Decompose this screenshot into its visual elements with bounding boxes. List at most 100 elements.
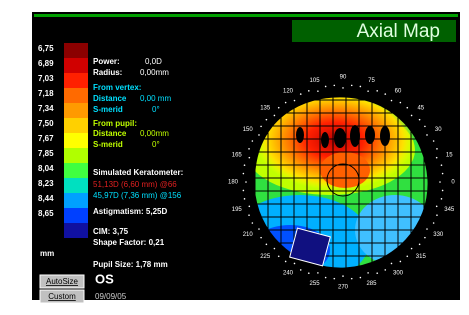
scale-swatch [64,133,88,148]
scale-swatch [64,73,88,88]
dial-dot [441,164,443,166]
dial-dot [308,90,310,92]
dial-dot [436,214,438,216]
angle-label: 165 [232,152,243,158]
dial-dot [248,214,250,216]
button[interactable]: AutoSize [40,275,84,288]
dial-dot [424,237,426,239]
dial-dot [317,272,319,274]
dial-dot [439,181,441,183]
label: From pupil: [93,119,137,128]
title: Axial Map [357,21,440,42]
dial-dot [384,93,386,95]
angle-label: 150 [243,127,254,133]
value: 0° [152,105,160,114]
label: From vertex: [93,83,141,92]
dial-dot [426,228,428,230]
dial-dot [351,85,353,87]
dial-dot [419,244,421,246]
angle-label: 75 [368,78,375,84]
label: Power: [93,57,120,66]
dial-dot [376,90,378,92]
value: 45,97D (7,36 mm) @156 [93,191,182,200]
value: 0,00 mm [140,94,171,103]
value: 0,00mm [140,68,169,77]
button-label[interactable]: AutoSize [46,277,79,286]
dial-dot [400,102,402,104]
angle-label: 105 [310,78,321,84]
scale-swatch [64,223,88,238]
label: Simulated Keratometer: [93,168,183,177]
angle-label: 120 [283,89,294,95]
top-bar [34,14,458,17]
dial-dot [252,222,254,224]
dial-dot [419,119,421,121]
dial-dot [278,107,280,109]
dial-dot [294,100,296,102]
dial-dot [391,263,393,265]
angle-label: 195 [232,207,243,213]
dial-dot [244,198,246,200]
dial-dot [244,164,246,166]
button[interactable]: Custom [40,290,84,303]
angle-label: 15 [446,152,453,158]
angle-label: 255 [310,281,321,287]
dial-dot [436,148,438,150]
value: Pupil Size: 1,78 mm [93,260,168,269]
value: 51,13D (6,60 mm) @66 [93,180,177,189]
dial-dot [258,134,260,136]
scale-swatch [64,103,88,118]
scale-swatch [64,88,88,103]
dial-dot [333,85,335,87]
dial-dot [351,278,353,280]
scale-label: 8,23 [38,179,54,188]
angle-label: 210 [243,232,254,238]
angle-label: 285 [366,281,377,287]
date: 09/09/05 [95,292,127,301]
dial-dot [426,134,428,136]
angle-label: 45 [417,105,424,111]
angle-label: 315 [416,254,427,260]
angle-label: 225 [260,254,271,260]
dial-dot [360,86,362,88]
dial-dot [285,102,287,104]
angle-label: 345 [444,207,455,213]
dial-dot [360,277,362,279]
scale-label: 7,50 [38,119,54,128]
dial-dot [367,90,369,92]
dial-dot [266,244,268,246]
dial-dot [249,206,251,208]
value: 0,00mm [140,129,169,138]
dial-dot [243,190,245,192]
label: Distance [93,94,127,103]
scale-swatch [64,178,88,193]
label: S-merid [93,105,123,114]
dial-dot [411,115,413,117]
dial-dot [252,140,254,142]
scale-label: 7,03 [38,74,54,83]
button-label[interactable]: Custom [48,292,76,301]
scale-label: 6,89 [38,59,54,68]
dial-dot [442,190,444,192]
value: CIM: 3,75 [93,227,129,236]
dial-dot [317,90,319,92]
scale-swatch [64,43,88,58]
dial-dot [367,272,369,274]
scale-label: 6,75 [38,44,54,53]
dial-dot [285,261,287,263]
dial-dot [433,222,435,224]
dial-dot [248,148,250,150]
dial-dot [300,269,302,271]
angle-label: 135 [260,105,271,111]
scale-label: 7,34 [38,104,54,113]
scale-unit: mm [40,249,54,258]
dial-dot [411,248,413,250]
scale-label: 7,85 [38,149,54,158]
angle-label: 300 [393,271,404,277]
dial-dot [342,275,344,277]
scale-label: 7,67 [38,134,54,143]
scale-label: 8,04 [38,164,54,173]
screen: Axial Map 6,75 6,89 7,03 7,18 7,34 7,50 7,67 7,… [0,0,469,310]
scale-label: 7,18 [38,89,54,98]
scale-label: 8,44 [38,194,54,203]
